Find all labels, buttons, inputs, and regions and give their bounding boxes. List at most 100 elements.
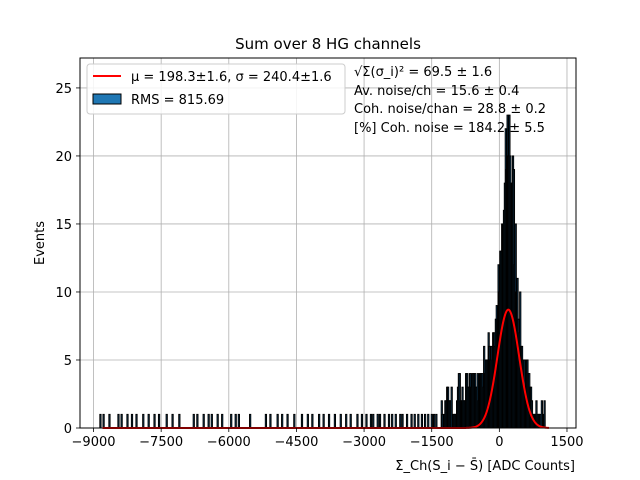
histogram-bar bbox=[157, 413, 161, 429]
plot-frame bbox=[79, 57, 577, 429]
annotation-av-noise: Av. noise/ch = 15.6 ± 0.4 bbox=[354, 84, 519, 99]
annotation-coh-noise-percent: [%] Coh. noise = 184.2 ± 5.5 bbox=[354, 121, 545, 136]
y-tick-label: 25 bbox=[55, 82, 72, 97]
histogram-bar bbox=[433, 413, 436, 429]
histogram-bar bbox=[387, 413, 391, 429]
histogram-bar bbox=[135, 413, 138, 429]
x-tick-label: −1500 bbox=[410, 435, 454, 450]
stats-annotations: √Σ(σ_i)² = 69.5 ± 1.6 Av. noise/ch = 15.… bbox=[354, 65, 546, 136]
histogram-bar bbox=[120, 413, 123, 429]
histogram-bar bbox=[202, 413, 205, 429]
histogram-bar bbox=[401, 413, 404, 429]
histogram-bar bbox=[413, 413, 416, 429]
histogram-bar bbox=[117, 413, 120, 429]
histogram-bar bbox=[171, 413, 174, 429]
x-tick-label: 0 bbox=[495, 435, 503, 450]
histogram-bar bbox=[327, 413, 331, 429]
histogram-bar bbox=[365, 413, 368, 429]
histogram-bar bbox=[102, 413, 105, 429]
histogram-bar bbox=[306, 413, 309, 429]
histogram-bar bbox=[394, 413, 397, 429]
histogram-bar bbox=[356, 413, 359, 429]
histogram-bar bbox=[318, 413, 321, 429]
histogram-bar bbox=[383, 413, 386, 429]
histogram-bar bbox=[540, 400, 543, 429]
histogram-bar bbox=[281, 413, 284, 429]
annotation-sum-sigma: √Σ(σ_i)² = 69.5 ± 1.6 bbox=[354, 65, 492, 80]
histogram-bar bbox=[435, 413, 438, 429]
histogram-bar bbox=[264, 413, 268, 429]
y-axis-label: Events bbox=[33, 221, 48, 265]
histogram-bar bbox=[450, 386, 453, 429]
x-tick-label: −7500 bbox=[139, 435, 183, 450]
histogram-bar bbox=[417, 413, 420, 429]
histogram-bar bbox=[126, 413, 129, 429]
x-axis-ticks: −9000 −7500 −6000 −4500 −3000 −1500 0 1500 bbox=[72, 428, 584, 450]
histogram-bar bbox=[399, 413, 402, 429]
histogram-bar bbox=[339, 413, 342, 429]
histogram-bar bbox=[293, 413, 296, 429]
histogram-bar bbox=[311, 413, 314, 429]
histogram-bar bbox=[178, 413, 181, 429]
histogram-bar bbox=[378, 413, 382, 429]
histogram-bar bbox=[234, 413, 237, 429]
y-tick-label: 15 bbox=[55, 218, 72, 233]
y-tick-label: 20 bbox=[55, 150, 72, 165]
histogram-bar bbox=[430, 413, 433, 429]
histogram-bar bbox=[130, 413, 134, 429]
histogram-bar bbox=[192, 413, 195, 429]
histogram-bar bbox=[441, 413, 444, 429]
legend-rms-label: RMS = 815.69 bbox=[131, 93, 224, 108]
histogram-bar bbox=[221, 413, 224, 429]
x-tick-label: −9000 bbox=[72, 435, 116, 450]
histogram-bar bbox=[369, 413, 373, 429]
y-tick-label: 5 bbox=[64, 354, 72, 369]
histogram-bar bbox=[210, 413, 213, 429]
annotation-coh-noise: Coh. noise/chan = 28.8 ± 0.2 bbox=[354, 102, 546, 117]
x-tick-label: −3000 bbox=[342, 435, 386, 450]
histogram-bar bbox=[300, 413, 304, 429]
histogram-bar bbox=[216, 413, 219, 429]
histogram-bar bbox=[372, 413, 375, 429]
x-axis-label: Σ_Ch(S_i − S̄) [ADC Counts] bbox=[395, 459, 575, 474]
histogram-bar bbox=[207, 413, 210, 429]
histogram-bar bbox=[99, 413, 102, 429]
x-tick-label: 1500 bbox=[550, 435, 583, 450]
histogram-bar bbox=[427, 413, 430, 429]
histogram-bar bbox=[237, 413, 240, 429]
histogram-bar bbox=[196, 413, 199, 429]
legend-box bbox=[86, 63, 346, 115]
histogram-bar bbox=[345, 413, 348, 429]
histogram-bar bbox=[276, 413, 279, 429]
x-tick-label: −6000 bbox=[207, 435, 251, 450]
histogram-bars bbox=[99, 114, 546, 429]
histogram-bar bbox=[333, 413, 337, 429]
histogram-bar bbox=[420, 413, 424, 429]
histogram-bar bbox=[322, 413, 325, 429]
histogram-bar bbox=[360, 413, 364, 429]
x-tick-label: −4500 bbox=[274, 435, 318, 450]
legend-rms-patch-swatch bbox=[92, 93, 122, 105]
y-tick-label: 10 bbox=[55, 286, 72, 301]
legend-fit-label: μ = 198.3±1.6, σ = 240.4±1.6 bbox=[131, 70, 332, 85]
histogram-bar bbox=[249, 413, 252, 429]
histogram-bar bbox=[423, 413, 427, 429]
histogram-bar bbox=[391, 413, 394, 429]
histogram-bar bbox=[405, 413, 409, 429]
histogram-bar bbox=[269, 413, 272, 429]
chart-title: Sum over 8 HG channels bbox=[235, 35, 421, 53]
legend: μ = 198.3±1.6, σ = 240.4±1.6 RMS = 815.6… bbox=[86, 63, 346, 115]
y-tick-label: 0 bbox=[64, 422, 72, 437]
histogram-bar bbox=[349, 413, 352, 429]
histogram-bar bbox=[543, 400, 546, 429]
histogram-bar bbox=[376, 413, 379, 429]
histogram-bar bbox=[286, 413, 289, 429]
histogram-bar bbox=[153, 413, 156, 429]
histogram-bar bbox=[147, 413, 150, 429]
histogram-bar bbox=[165, 413, 168, 429]
histogram-bar bbox=[108, 413, 111, 429]
histogram-bar bbox=[142, 413, 145, 429]
histogram-bar bbox=[410, 413, 413, 429]
